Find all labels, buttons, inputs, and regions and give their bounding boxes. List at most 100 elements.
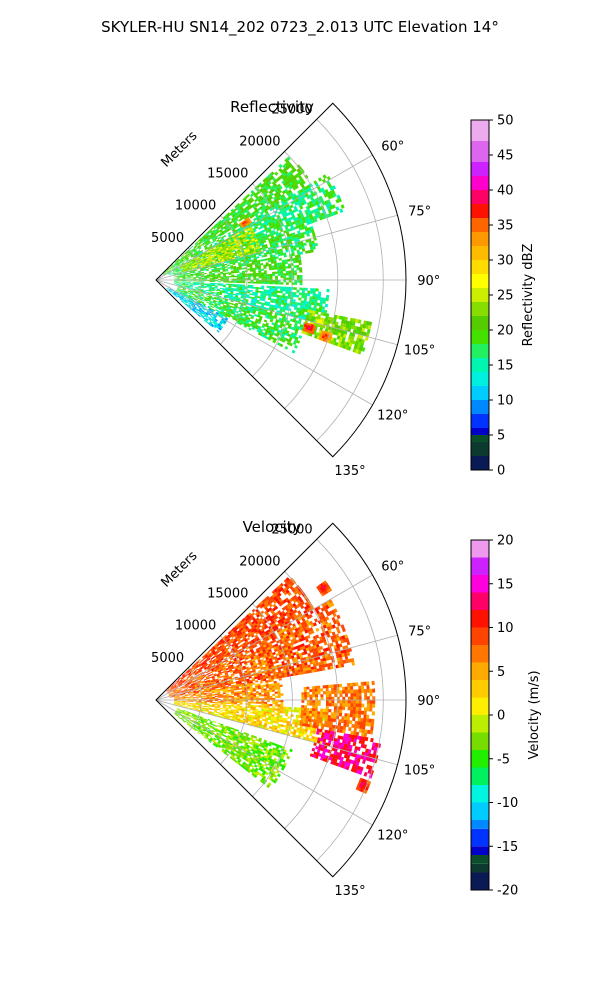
reflectivity-echo-cell bbox=[302, 293, 305, 296]
reflectivity-echo-cell bbox=[270, 276, 273, 278]
reflectivity-echo-cell bbox=[261, 282, 264, 284]
reflectivity-echo-cell bbox=[281, 276, 284, 278]
reflectivity-echo-cell bbox=[229, 276, 232, 278]
reflectivity-echo-cell bbox=[294, 273, 297, 276]
reflectivity-echo-cell bbox=[315, 294, 318, 297]
reflectivity-echo-cell bbox=[314, 300, 317, 303]
reflectivity-echo-cell bbox=[267, 282, 270, 284]
reflectivity-echo-cell bbox=[263, 265, 266, 267]
reflectivity-echo-cell bbox=[288, 264, 291, 267]
reflectivity-echo-cell bbox=[215, 275, 218, 276]
velocity-range-axis-label: Meters bbox=[159, 548, 201, 590]
reflectivity-echo-cell bbox=[289, 273, 292, 276]
reflectivity-echo-cell bbox=[266, 264, 269, 266]
reflectivity-echo-cell bbox=[266, 294, 269, 296]
reflectivity-colorbar-segment bbox=[471, 428, 489, 435]
reflectivity-colorbar-segment bbox=[471, 302, 489, 316]
reflectivity-echo-cell bbox=[193, 279, 196, 280]
velocity-echo-cell bbox=[218, 679, 221, 681]
reflectivity-echo-cell bbox=[255, 289, 258, 291]
reflectivity-echo-cell bbox=[215, 278, 218, 279]
reflectivity-echo-cell bbox=[247, 291, 250, 293]
velocity-panel: Velocity Meters 500010000150002000025000… bbox=[151, 518, 542, 899]
reflectivity-echo-cell bbox=[267, 286, 270, 288]
reflectivity-echo-cell bbox=[248, 286, 251, 288]
reflectivity-echo-cell bbox=[223, 278, 226, 279]
reflectivity-echo-cell bbox=[280, 265, 283, 268]
reflectivity-echo-cell bbox=[234, 284, 237, 286]
reflectivity-echo-cell bbox=[242, 268, 245, 270]
reflectivity-echo-cell bbox=[275, 282, 278, 284]
reflectivity-echo-cell bbox=[239, 286, 242, 288]
reflectivity-echo-cell bbox=[234, 286, 237, 288]
reflectivity-echo-cell bbox=[269, 288, 272, 290]
reflectivity-echo-cell bbox=[174, 277, 177, 278]
reflectivity-echo-cell bbox=[187, 284, 190, 285]
reflectivity-echo-cell bbox=[263, 267, 266, 269]
reflectivity-colorbar-segment bbox=[471, 232, 489, 246]
reflectivity-echo-cell bbox=[253, 277, 256, 279]
reflectivity-echo-cell bbox=[264, 276, 267, 278]
velocity-echo-cell bbox=[252, 609, 256, 613]
reflectivity-echo-cell bbox=[292, 350, 296, 354]
reflectivity-echo-cell bbox=[296, 268, 299, 271]
reflectivity-echo-cell bbox=[250, 285, 253, 287]
reflectivity-echo-cell bbox=[280, 287, 283, 290]
reflectivity-echo-cell bbox=[191, 281, 194, 282]
reflectivity-echo-cell bbox=[299, 270, 302, 273]
reflectivity-colorbar-tick-label: 15 bbox=[497, 359, 514, 374]
reflectivity-echo-cell bbox=[300, 280, 303, 283]
reflectivity-echo-cell bbox=[188, 281, 191, 282]
reflectivity-echo-cell bbox=[261, 272, 264, 274]
reflectivity-echo-cell bbox=[258, 269, 261, 271]
reflectivity-echo-cell bbox=[294, 287, 297, 290]
reflectivity-colorbar-segment bbox=[471, 358, 489, 372]
reflectivity-echo-cell bbox=[239, 273, 242, 275]
reflectivity-echo-cell bbox=[214, 292, 217, 294]
reflectivity-echo-cell bbox=[264, 320, 268, 323]
reflectivity-echo-cell bbox=[198, 314, 201, 317]
reflectivity-colorbar-segment bbox=[471, 456, 489, 470]
reflectivity-colorbar-segment bbox=[471, 141, 489, 162]
reflectivity-echo-cell bbox=[272, 272, 275, 274]
reflectivity-echo-cell bbox=[269, 290, 272, 292]
reflectivity-echo-cell bbox=[305, 288, 308, 291]
reflectivity-echo-cell bbox=[250, 275, 253, 277]
reflectivity-echo-cell bbox=[221, 277, 224, 278]
reflectivity-echo-cell bbox=[231, 275, 234, 277]
reflectivity-echo-cell bbox=[298, 335, 302, 339]
reflectivity-echo-cell bbox=[288, 294, 291, 297]
reflectivity-echo-cell bbox=[259, 282, 262, 284]
reflectivity-echo-cell bbox=[223, 286, 226, 288]
reflectivity-echo-cell bbox=[253, 273, 256, 275]
reflectivity-echo-cell bbox=[318, 294, 321, 297]
reflectivity-echo-cell bbox=[231, 272, 234, 274]
reflectivity-echo-cell bbox=[310, 291, 313, 294]
reflectivity-echo-cell bbox=[206, 295, 209, 297]
reflectivity-echo-cell bbox=[304, 293, 307, 296]
reflectivity-echo-cell bbox=[231, 285, 234, 287]
velocity-echo-cell bbox=[336, 615, 340, 620]
reflectivity-azimuth-spoke bbox=[156, 155, 373, 280]
reflectivity-echo-cell bbox=[185, 282, 188, 283]
reflectivity-echo-cell bbox=[214, 289, 217, 291]
reflectivity-echo-cell bbox=[226, 281, 229, 282]
reflectivity-echo-cell bbox=[300, 275, 303, 278]
reflectivity-echo-cell bbox=[321, 312, 324, 316]
reflectivity-echo-cell bbox=[234, 281, 237, 283]
reflectivity-echo-cell bbox=[299, 267, 302, 270]
reflectivity-echo-cell bbox=[302, 288, 305, 291]
figure-title: SKYLER-HU SN14_202 0723_2.013 UTC Elevat… bbox=[101, 18, 499, 37]
reflectivity-echo-cell bbox=[220, 288, 223, 290]
reflectivity-colorbar-segment bbox=[471, 400, 489, 414]
reflectivity-echo-cell bbox=[297, 275, 300, 278]
reflectivity-echo-cell bbox=[234, 272, 237, 274]
reflectivity-echo-cell bbox=[231, 284, 234, 286]
reflectivity-echo-cell bbox=[277, 269, 280, 272]
reflectivity-echo-cell bbox=[274, 172, 278, 176]
reflectivity-echo-cell bbox=[251, 282, 254, 284]
reflectivity-echo-cell bbox=[307, 291, 310, 294]
reflectivity-echo-cell bbox=[220, 285, 223, 286]
reflectivity-colorbar-segment bbox=[471, 330, 489, 344]
reflectivity-echo-cell bbox=[227, 264, 230, 266]
